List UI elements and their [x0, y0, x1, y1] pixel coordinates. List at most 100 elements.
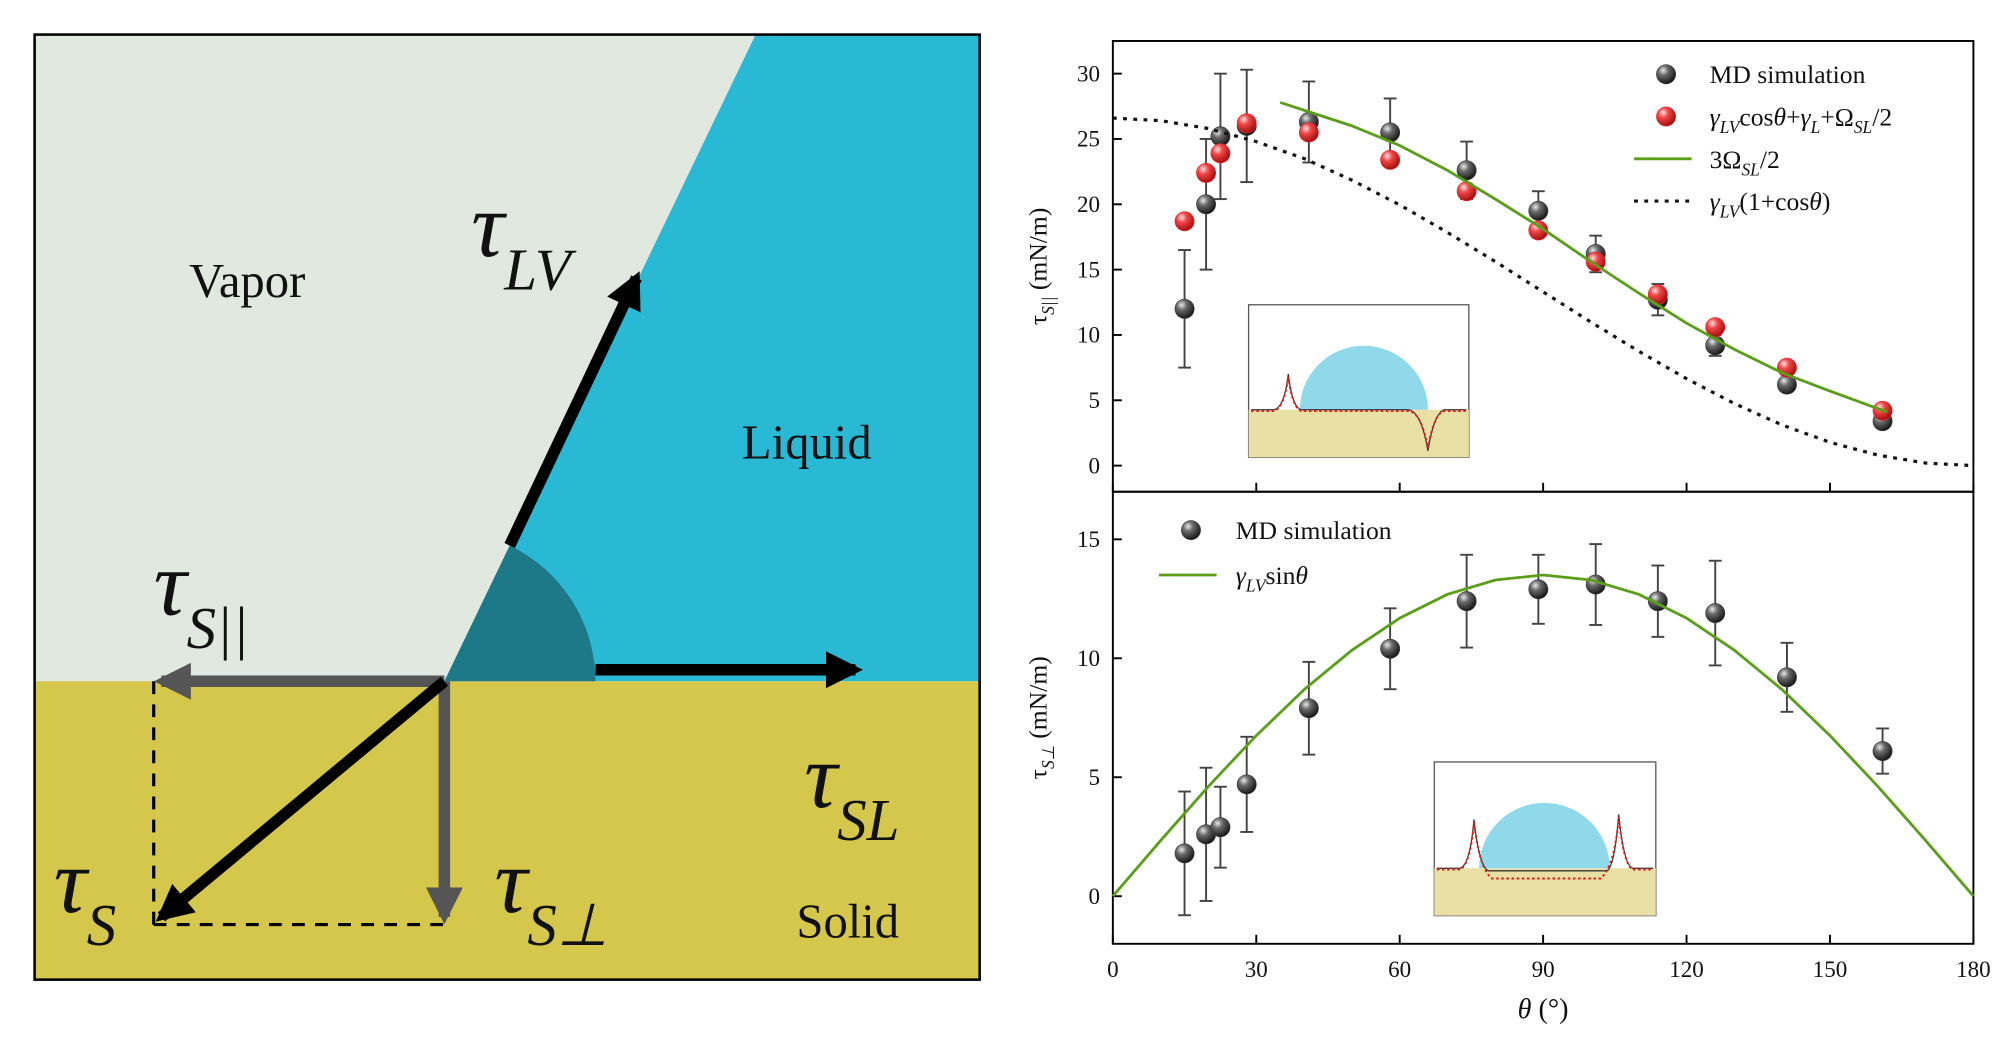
text-segment: (mN/m) — [1023, 208, 1052, 297]
point — [1236, 113, 1257, 134]
line — [1279, 101, 1888, 414]
arrow — [155, 676, 449, 922]
x-tick-label: 0 — [1107, 956, 1119, 982]
force-label: τS — [54, 830, 116, 958]
text-segment: τ — [1023, 315, 1052, 325]
arrow — [504, 271, 642, 548]
diagram: Vapor Liquid Solid — [33, 33, 981, 981]
region-label: Solid — [796, 894, 899, 948]
text-segment: SL — [1741, 159, 1759, 179]
point — [1196, 163, 1217, 183]
y-tick-label: 30 — [1077, 60, 1100, 86]
text-segment: (mN/m) — [1023, 656, 1052, 745]
text-segment: MD simulation — [1710, 60, 1866, 89]
text-segment: θ — [1809, 187, 1822, 216]
inset-top — [1247, 304, 1470, 458]
x-tick-label: 90 — [1532, 956, 1555, 982]
text-segment: γ — [1801, 102, 1812, 131]
point — [1210, 817, 1231, 838]
force-symbol: τ — [494, 830, 530, 932]
point — [1528, 579, 1549, 600]
y-tick-label: 20 — [1077, 191, 1100, 217]
legend-marker — [1181, 520, 1201, 541]
legend-label: γLVsinθ — [1236, 561, 1308, 596]
force-symbol: τ — [154, 533, 190, 635]
point — [1705, 317, 1726, 338]
point — [1174, 211, 1195, 232]
legend-label: γLV(1+cosθ) — [1710, 187, 1831, 222]
y-tick-label: 15 — [1077, 526, 1100, 552]
vapor-region — [34, 34, 756, 682]
region-label: Vapor — [189, 254, 305, 308]
text-segment: ) — [1822, 187, 1831, 216]
x-tick-label: 150 — [1813, 956, 1848, 982]
y-tick-label: 10 — [1077, 322, 1100, 348]
point — [1528, 200, 1549, 221]
text-segment: (1+cos — [1739, 187, 1809, 216]
point — [1210, 126, 1231, 147]
text-segment: MD simulation — [1236, 516, 1392, 545]
text-segment: LV — [1719, 117, 1742, 137]
point — [1528, 220, 1549, 241]
y-tick-label: 0 — [1089, 883, 1101, 909]
force-subscript: LV — [503, 237, 577, 302]
text-segment: sin — [1266, 561, 1296, 590]
y-tick-label: 0 — [1089, 452, 1101, 478]
text-segment: γ — [1710, 102, 1721, 131]
text-segment: +Ω — [1820, 102, 1853, 131]
line — [1111, 573, 1975, 898]
legend-label: 3ΩSL/2 — [1710, 145, 1780, 180]
point — [1705, 603, 1726, 624]
point — [1380, 638, 1401, 659]
frame — [33, 33, 981, 981]
point — [1174, 298, 1195, 319]
y-tick-label: 10 — [1077, 645, 1100, 671]
force-subscript: S — [87, 893, 116, 958]
point — [1380, 149, 1401, 170]
text-segment: θ — [1518, 994, 1532, 1025]
legend-marker — [1656, 64, 1676, 85]
text-segment: θ — [1774, 102, 1787, 131]
y-tick-label: 5 — [1089, 764, 1101, 790]
y-tick-label: 25 — [1077, 126, 1100, 152]
text-segment: SL — [1854, 117, 1872, 137]
liquid-region — [444, 34, 980, 682]
point — [1236, 774, 1257, 795]
inset-bottom — [1433, 761, 1657, 917]
force-label: τS|| — [154, 533, 249, 661]
region-label: Liquid — [742, 415, 872, 469]
force-symbol: τ — [54, 830, 90, 932]
point — [1456, 591, 1477, 612]
text-segment: LV — [1245, 576, 1268, 596]
force-label: τSL — [804, 725, 899, 853]
line — [1112, 116, 1974, 468]
legend-marker — [1656, 106, 1676, 127]
text-segment: S⊥ — [1038, 745, 1058, 769]
point — [1777, 667, 1797, 688]
text-segment: γ — [1236, 561, 1247, 590]
text-segment: cos — [1739, 102, 1773, 131]
x-axis-label: θ (°) — [1518, 994, 1569, 1025]
legend-label: γLVcosθ+γL+ΩSL/2 — [1710, 102, 1893, 137]
text-segment: LV — [1719, 202, 1742, 222]
force-label: τLV — [471, 174, 577, 302]
text-segment: 3Ω — [1710, 145, 1742, 174]
text-segment: + — [1786, 102, 1800, 131]
x-tick-label: 180 — [1956, 956, 1991, 982]
text-segment: θ — [1295, 561, 1308, 590]
point — [1298, 122, 1319, 143]
x-tick-label: 120 — [1669, 956, 1704, 982]
point — [1456, 160, 1477, 181]
y-tick-label: 15 — [1077, 256, 1100, 282]
force-label: τS⊥ — [494, 830, 608, 958]
legend-label: MD simulation — [1236, 516, 1392, 545]
point — [1174, 843, 1195, 864]
force-symbol: τ — [804, 725, 840, 827]
legend-label: MD simulation — [1710, 60, 1866, 89]
text-segment: τ — [1023, 769, 1052, 779]
text-segment: (°) — [1532, 994, 1569, 1025]
x-tick-label: 30 — [1245, 956, 1268, 982]
point — [1210, 143, 1231, 164]
x-tick-label: 60 — [1388, 956, 1411, 982]
